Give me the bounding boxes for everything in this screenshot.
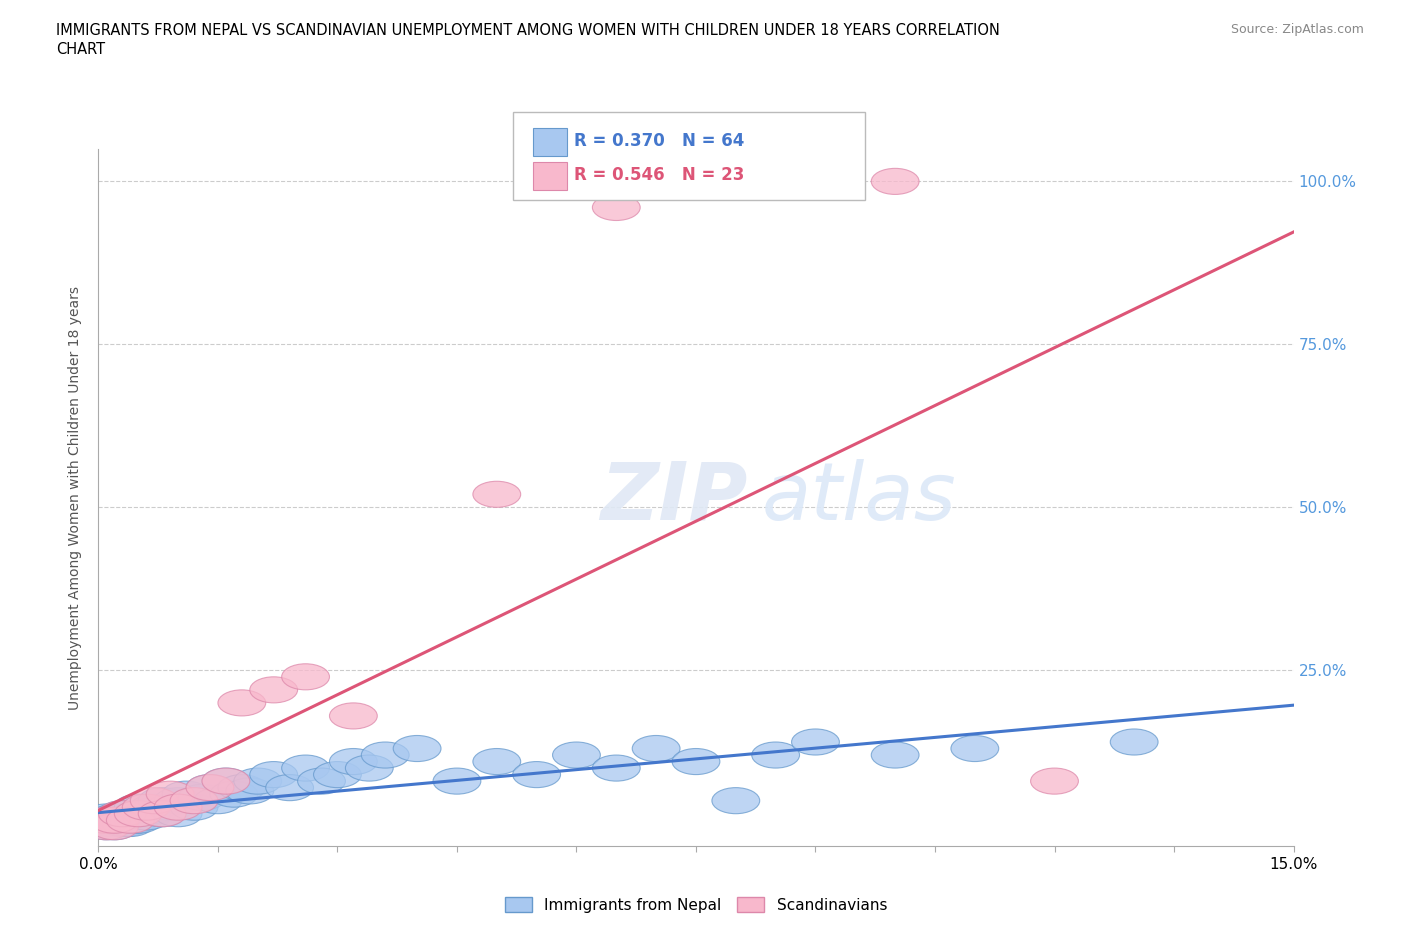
Ellipse shape xyxy=(146,794,194,820)
Y-axis label: Unemployment Among Women with Children Under 18 years: Unemployment Among Women with Children U… xyxy=(69,286,83,710)
Ellipse shape xyxy=(122,804,170,830)
Ellipse shape xyxy=(122,794,170,820)
Ellipse shape xyxy=(103,810,150,836)
Ellipse shape xyxy=(98,801,146,827)
Ellipse shape xyxy=(83,807,131,833)
Ellipse shape xyxy=(114,801,162,827)
Ellipse shape xyxy=(218,775,266,801)
Ellipse shape xyxy=(107,804,155,830)
Ellipse shape xyxy=(314,762,361,788)
Ellipse shape xyxy=(138,788,186,814)
Ellipse shape xyxy=(98,804,146,830)
Ellipse shape xyxy=(592,755,640,781)
Ellipse shape xyxy=(107,807,155,833)
Ellipse shape xyxy=(111,807,159,833)
Text: atlas: atlas xyxy=(762,458,956,537)
Ellipse shape xyxy=(472,481,520,508)
Ellipse shape xyxy=(87,810,135,836)
Ellipse shape xyxy=(179,784,226,810)
Ellipse shape xyxy=(170,788,218,814)
Ellipse shape xyxy=(202,768,250,794)
Ellipse shape xyxy=(83,807,131,833)
Ellipse shape xyxy=(226,777,274,804)
Ellipse shape xyxy=(94,807,142,833)
Ellipse shape xyxy=(107,807,155,833)
Ellipse shape xyxy=(131,794,179,820)
Ellipse shape xyxy=(250,762,298,788)
Text: R = 0.546   N = 23: R = 0.546 N = 23 xyxy=(574,166,744,184)
Ellipse shape xyxy=(513,762,561,788)
Ellipse shape xyxy=(107,810,155,836)
Ellipse shape xyxy=(633,736,681,762)
Text: ZIP: ZIP xyxy=(600,458,748,537)
Ellipse shape xyxy=(792,729,839,755)
Ellipse shape xyxy=(90,814,138,840)
Text: Source: ZipAtlas.com: Source: ZipAtlas.com xyxy=(1230,23,1364,36)
Legend: Immigrants from Nepal, Scandinavians: Immigrants from Nepal, Scandinavians xyxy=(499,891,893,919)
Ellipse shape xyxy=(233,768,281,794)
Ellipse shape xyxy=(131,788,179,814)
Ellipse shape xyxy=(872,742,920,768)
Ellipse shape xyxy=(346,755,394,781)
Ellipse shape xyxy=(90,807,138,833)
Ellipse shape xyxy=(162,781,209,807)
Ellipse shape xyxy=(90,804,138,830)
Ellipse shape xyxy=(83,804,131,830)
Ellipse shape xyxy=(155,794,202,820)
Ellipse shape xyxy=(218,690,266,716)
Ellipse shape xyxy=(281,755,329,781)
Ellipse shape xyxy=(90,814,138,840)
Ellipse shape xyxy=(394,736,441,762)
Ellipse shape xyxy=(553,742,600,768)
Ellipse shape xyxy=(186,775,233,801)
Ellipse shape xyxy=(155,788,202,814)
Ellipse shape xyxy=(146,781,194,807)
Ellipse shape xyxy=(170,794,218,820)
Ellipse shape xyxy=(266,775,314,801)
Ellipse shape xyxy=(83,814,131,840)
Ellipse shape xyxy=(298,768,346,794)
Ellipse shape xyxy=(433,768,481,794)
Ellipse shape xyxy=(752,742,800,768)
Text: IMMIGRANTS FROM NEPAL VS SCANDINAVIAN UNEMPLOYMENT AMONG WOMEN WITH CHILDREN UND: IMMIGRANTS FROM NEPAL VS SCANDINAVIAN UN… xyxy=(56,23,1000,38)
Ellipse shape xyxy=(329,749,377,775)
Ellipse shape xyxy=(131,797,179,823)
Ellipse shape xyxy=(155,801,202,827)
Text: R = 0.370   N = 64: R = 0.370 N = 64 xyxy=(574,132,744,151)
Ellipse shape xyxy=(250,677,298,703)
Ellipse shape xyxy=(83,807,131,833)
Ellipse shape xyxy=(83,810,131,836)
Ellipse shape xyxy=(281,664,329,690)
Ellipse shape xyxy=(361,742,409,768)
Ellipse shape xyxy=(194,788,242,814)
Ellipse shape xyxy=(329,703,377,729)
Ellipse shape xyxy=(472,749,520,775)
Ellipse shape xyxy=(98,810,146,836)
Ellipse shape xyxy=(1031,768,1078,794)
Ellipse shape xyxy=(672,749,720,775)
Ellipse shape xyxy=(98,801,146,827)
Ellipse shape xyxy=(138,801,186,827)
Ellipse shape xyxy=(592,194,640,220)
Ellipse shape xyxy=(90,810,138,836)
Ellipse shape xyxy=(114,801,162,827)
Ellipse shape xyxy=(90,807,138,833)
Ellipse shape xyxy=(209,781,257,807)
Ellipse shape xyxy=(114,794,162,820)
Ellipse shape xyxy=(114,807,162,833)
Ellipse shape xyxy=(872,168,920,194)
Ellipse shape xyxy=(202,768,250,794)
Ellipse shape xyxy=(122,801,170,827)
Ellipse shape xyxy=(1111,729,1159,755)
Ellipse shape xyxy=(950,736,998,762)
Ellipse shape xyxy=(98,807,146,833)
Ellipse shape xyxy=(186,775,233,801)
Ellipse shape xyxy=(711,788,759,814)
Text: CHART: CHART xyxy=(56,42,105,57)
Ellipse shape xyxy=(83,814,131,840)
Ellipse shape xyxy=(138,801,186,827)
